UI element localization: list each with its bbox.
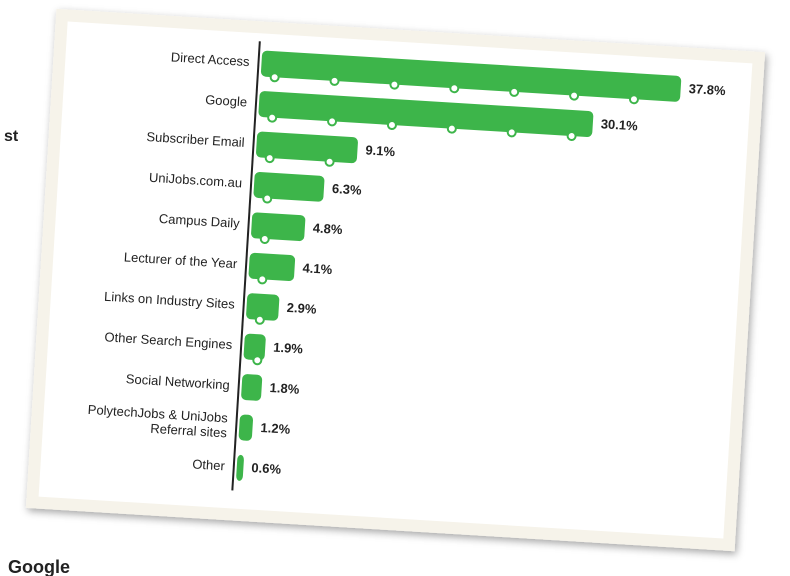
value-label: 6.3% bbox=[332, 181, 363, 198]
value-label: 9.1% bbox=[365, 142, 396, 159]
vehicle bbox=[251, 212, 306, 244]
vehicle bbox=[258, 91, 594, 141]
wheel bbox=[262, 193, 273, 204]
wheel bbox=[449, 83, 460, 94]
bar bbox=[253, 172, 325, 202]
vehicle bbox=[236, 454, 244, 481]
wheel bbox=[254, 314, 265, 325]
category-label: Campus Daily bbox=[158, 211, 240, 231]
vehicle bbox=[241, 374, 263, 401]
wheel bbox=[509, 86, 520, 97]
wheel bbox=[257, 274, 268, 285]
bar bbox=[258, 91, 594, 137]
category-label: Lecturer of the Year bbox=[123, 249, 238, 271]
wheel bbox=[446, 123, 457, 134]
category-label: Other bbox=[192, 456, 226, 473]
wheel bbox=[324, 156, 335, 167]
value-label: 37.8% bbox=[688, 81, 726, 98]
bar bbox=[248, 252, 296, 282]
wheel bbox=[628, 94, 639, 105]
bar bbox=[243, 333, 266, 361]
vehicle bbox=[260, 50, 682, 105]
bar bbox=[260, 50, 682, 102]
wheel bbox=[569, 90, 580, 101]
vehicle bbox=[248, 252, 296, 285]
value-label: 4.8% bbox=[312, 220, 343, 237]
vehicle bbox=[243, 333, 266, 366]
wheel bbox=[252, 355, 263, 366]
vehicle bbox=[246, 293, 280, 325]
bar bbox=[256, 131, 358, 164]
category-label: Referral sites bbox=[150, 421, 228, 441]
card-inner bbox=[38, 21, 753, 539]
category-label: Direct Access bbox=[170, 49, 250, 69]
wheel bbox=[259, 233, 270, 244]
background-fragment: st bbox=[4, 128, 19, 145]
category-label: Social Networking bbox=[125, 371, 230, 392]
wheel bbox=[267, 112, 278, 123]
bar bbox=[241, 374, 263, 401]
bar bbox=[236, 454, 244, 481]
wheel bbox=[264, 153, 275, 164]
value-label: 2.9% bbox=[286, 300, 317, 317]
wheel bbox=[389, 79, 400, 90]
category-label: UniJobs.com.au bbox=[149, 170, 243, 191]
wheel bbox=[269, 72, 280, 83]
bar bbox=[251, 212, 306, 242]
value-label: 30.1% bbox=[600, 116, 638, 133]
bar bbox=[238, 414, 254, 441]
vehicle bbox=[253, 172, 325, 204]
value-label: 1.8% bbox=[269, 380, 300, 397]
wheel bbox=[327, 116, 338, 127]
wheel bbox=[566, 130, 577, 141]
value-label: 1.9% bbox=[273, 340, 304, 357]
value-label: 1.2% bbox=[260, 420, 291, 437]
vehicle bbox=[256, 131, 358, 167]
category-label: Subscriber Email bbox=[146, 129, 245, 150]
wheel bbox=[386, 120, 397, 131]
background-fragment: Google bbox=[8, 557, 70, 576]
axis-line bbox=[231, 41, 261, 491]
card: Direct Access 37.8% Google 30.1% Subscriber … bbox=[25, 8, 766, 552]
value-label: 0.6% bbox=[251, 460, 282, 477]
value-label: 4.1% bbox=[302, 260, 333, 277]
wheel bbox=[329, 75, 340, 86]
vehicle bbox=[238, 414, 254, 441]
bar bbox=[246, 293, 280, 321]
category-label: Google bbox=[205, 92, 248, 110]
wheel bbox=[506, 127, 517, 138]
